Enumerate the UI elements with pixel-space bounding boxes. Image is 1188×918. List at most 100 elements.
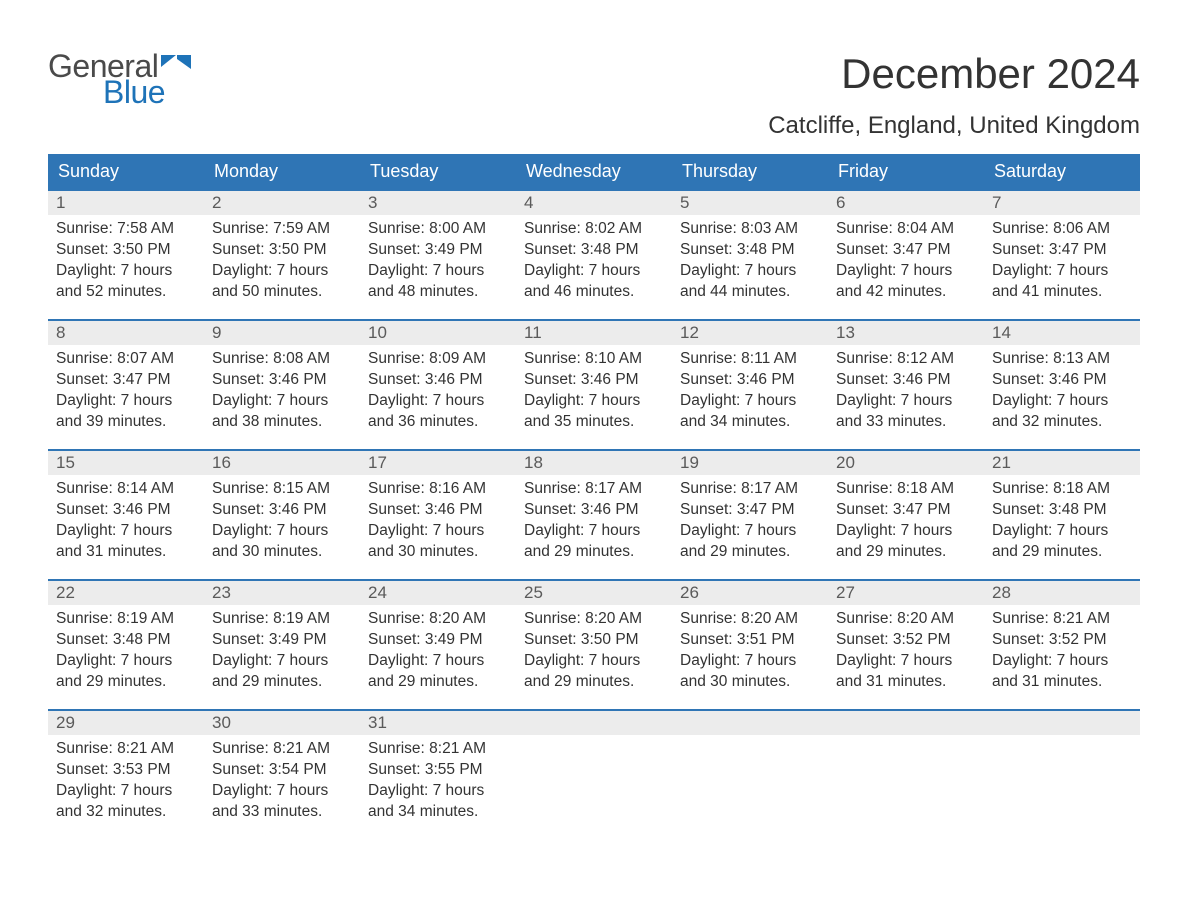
daylight-line-1: Daylight: 7 hours bbox=[368, 781, 508, 802]
page-title: December 2024 bbox=[768, 50, 1140, 98]
sunrise-line: Sunrise: 8:10 AM bbox=[524, 349, 664, 370]
calendar-day: 12Sunrise: 8:11 AMSunset: 3:46 PMDayligh… bbox=[672, 321, 828, 449]
daylight-line-1: Daylight: 7 hours bbox=[680, 261, 820, 282]
sunset-line: Sunset: 3:48 PM bbox=[56, 630, 196, 651]
daylight-line-1: Daylight: 7 hours bbox=[212, 781, 352, 802]
sunset-line: Sunset: 3:53 PM bbox=[56, 760, 196, 781]
weekday-header-row: SundayMondayTuesdayWednesdayThursdayFrid… bbox=[48, 154, 1140, 189]
sunrise-line: Sunrise: 8:18 AM bbox=[992, 479, 1132, 500]
calendar-day: 9Sunrise: 8:08 AMSunset: 3:46 PMDaylight… bbox=[204, 321, 360, 449]
calendar-day: 14 Sunrise: 8:13 AMSunset: 3:46 PMDayligh… bbox=[984, 321, 1140, 449]
sunset-line: Sunset: 3:50 PM bbox=[212, 240, 352, 261]
daylight-line-2: and 50 minutes. bbox=[212, 282, 352, 303]
sunset-line: Sunset: 3:46 PM bbox=[212, 500, 352, 521]
day-body: Sunrise: 8:16 AMSunset: 3:46 PMDaylight:… bbox=[360, 475, 516, 569]
day-body: Sunrise: 7:59 AMSunset: 3:50 PMDaylight:… bbox=[204, 215, 360, 309]
calendar-day: 29 Sunrise: 8:21 AMSunset: 3:53 PMDayligh… bbox=[48, 711, 204, 839]
calendar-day: 11Sunrise: 8:10 AMSunset: 3:46 PMDayligh… bbox=[516, 321, 672, 449]
flag-icon bbox=[161, 55, 191, 75]
sunset-line: Sunset: 3:46 PM bbox=[368, 500, 508, 521]
daylight-line-1: Daylight: 7 hours bbox=[212, 651, 352, 672]
calendar-day: 8Sunrise: 8:07 AMSunset: 3:47 PMDaylight… bbox=[48, 321, 204, 449]
sunset-line: Sunset: 3:49 PM bbox=[212, 630, 352, 651]
weekday-header: Friday bbox=[828, 154, 984, 189]
sunset-line: Sunset: 3:48 PM bbox=[680, 240, 820, 261]
daylight-line-1: Daylight: 7 hours bbox=[56, 781, 196, 802]
day-body: Sunrise: 8:00 AMSunset: 3:49 PMDaylight:… bbox=[360, 215, 516, 309]
daylight-line-2: and 34 minutes. bbox=[680, 412, 820, 433]
daylight-line-2: and 32 minutes. bbox=[56, 802, 196, 823]
day-number: 21 bbox=[992, 453, 1011, 472]
daylight-line-2: and 30 minutes. bbox=[368, 542, 508, 563]
weekday-header: Wednesday bbox=[516, 154, 672, 189]
day-number: 3 bbox=[368, 193, 377, 212]
daylight-line-2: and 52 minutes. bbox=[56, 282, 196, 303]
day-number: 1 bbox=[56, 193, 65, 212]
logo: General Blue bbox=[48, 50, 191, 108]
calendar-week: 29Sunrise: 8:21 AMSunset: 3:53 PMDayligh… bbox=[48, 709, 1140, 839]
day-body: Sunrise: 8:20 AMSunset: 3:52 PMDaylight:… bbox=[828, 605, 984, 699]
daylight-line-1: Daylight: 7 hours bbox=[368, 391, 508, 412]
day-body: Sunrise: 8:04 AMSunset: 3:47 PMDaylight:… bbox=[828, 215, 984, 309]
daylight-line-1: Daylight: 7 hours bbox=[212, 261, 352, 282]
daylight-line-1: Daylight: 7 hours bbox=[836, 651, 976, 672]
calendar-day: 1 Sunrise: 7:58 AMSunset: 3:50 PMDaylight… bbox=[48, 191, 204, 319]
sunrise-line: Sunrise: 8:21 AM bbox=[992, 609, 1132, 630]
sunset-line: Sunset: 3:46 PM bbox=[524, 500, 664, 521]
sunset-line: Sunset: 3:47 PM bbox=[836, 500, 976, 521]
day-body: Sunrise: 7:58 AMSunset: 3:50 PMDaylight:… bbox=[48, 215, 204, 309]
calendar-day: 21Sunrise: 8:18 AMSunset: 3:48 PMDayligh… bbox=[984, 451, 1140, 579]
daylight-line-1: Daylight: 7 hours bbox=[56, 651, 196, 672]
day-body: Sunrise: 8:21 AMSunset: 3:53 PMDaylight:… bbox=[48, 735, 204, 829]
sunset-line: Sunset: 3:50 PM bbox=[56, 240, 196, 261]
calendar-week: 22Sunrise: 8:19 AMSunset: 3:48 PMDayligh… bbox=[48, 579, 1140, 709]
day-body: Sunrise: 8:15 AMSunset: 3:46 PMDaylight:… bbox=[204, 475, 360, 569]
calendar-day: 18Sunrise: 8:17 AMSunset: 3:46 PMDayligh… bbox=[516, 451, 672, 579]
daylight-line-1: Daylight: 7 hours bbox=[368, 651, 508, 672]
daylight-line-2: and 46 minutes. bbox=[524, 282, 664, 303]
day-body: Sunrise: 8:19 AMSunset: 3:48 PMDaylight:… bbox=[48, 605, 204, 699]
day-body: Sunrise: 8:13 AMSunset: 3:46 PMDaylight:… bbox=[984, 345, 1140, 439]
sunset-line: Sunset: 3:46 PM bbox=[212, 370, 352, 391]
calendar-day: 22Sunrise: 8:19 AMSunset: 3:48 PMDayligh… bbox=[48, 581, 204, 709]
weekday-header: Sunday bbox=[48, 154, 204, 189]
sunset-line: Sunset: 3:55 PM bbox=[368, 760, 508, 781]
day-body: Sunrise: 8:21 AMSunset: 3:52 PMDaylight:… bbox=[984, 605, 1140, 699]
calendar-day: 4Sunrise: 8:02 AMSunset: 3:48 PMDaylight… bbox=[516, 191, 672, 319]
sunset-line: Sunset: 3:46 PM bbox=[992, 370, 1132, 391]
day-number: 29 bbox=[56, 713, 75, 732]
calendar-day: 26Sunrise: 8:20 AMSunset: 3:51 PMDayligh… bbox=[672, 581, 828, 709]
sunrise-line: Sunrise: 8:13 AM bbox=[992, 349, 1132, 370]
calendar-day: 3 Sunrise: 8:00 AMSunset: 3:49 PMDaylight… bbox=[360, 191, 516, 319]
daylight-line-1: Daylight: 7 hours bbox=[524, 261, 664, 282]
day-number: 17 bbox=[368, 453, 387, 472]
day-number: 19 bbox=[680, 453, 699, 472]
calendar-day: . bbox=[828, 711, 984, 839]
sunset-line: Sunset: 3:52 PM bbox=[836, 630, 976, 651]
sunset-line: Sunset: 3:46 PM bbox=[56, 500, 196, 521]
sunset-line: Sunset: 3:54 PM bbox=[212, 760, 352, 781]
weekday-header: Monday bbox=[204, 154, 360, 189]
daylight-line-1: Daylight: 7 hours bbox=[836, 391, 976, 412]
calendar-day: 10Sunrise: 8:09 AMSunset: 3:46 PMDayligh… bbox=[360, 321, 516, 449]
daylight-line-2: and 29 minutes. bbox=[368, 672, 508, 693]
sunrise-line: Sunrise: 8:21 AM bbox=[212, 739, 352, 760]
daylight-line-2: and 31 minutes. bbox=[836, 672, 976, 693]
sunset-line: Sunset: 3:47 PM bbox=[992, 240, 1132, 261]
logo-text-blue: Blue bbox=[103, 76, 191, 108]
day-number: 25 bbox=[524, 583, 543, 602]
sunrise-line: Sunrise: 8:04 AM bbox=[836, 219, 976, 240]
calendar: SundayMondayTuesdayWednesdayThursdayFrid… bbox=[48, 154, 1140, 839]
day-number: 14 bbox=[992, 323, 1011, 342]
daylight-line-2: and 42 minutes. bbox=[836, 282, 976, 303]
daylight-line-2: and 41 minutes. bbox=[992, 282, 1132, 303]
sunset-line: Sunset: 3:48 PM bbox=[992, 500, 1132, 521]
day-body: Sunrise: 8:14 AMSunset: 3:46 PMDaylight:… bbox=[48, 475, 204, 569]
daylight-line-2: and 32 minutes. bbox=[992, 412, 1132, 433]
sunrise-line: Sunrise: 8:21 AM bbox=[56, 739, 196, 760]
sunset-line: Sunset: 3:49 PM bbox=[368, 630, 508, 651]
day-body: Sunrise: 8:21 AMSunset: 3:55 PMDaylight:… bbox=[360, 735, 516, 829]
daylight-line-1: Daylight: 7 hours bbox=[992, 651, 1132, 672]
sunrise-line: Sunrise: 8:14 AM bbox=[56, 479, 196, 500]
calendar-day: 25Sunrise: 8:20 AMSunset: 3:50 PMDayligh… bbox=[516, 581, 672, 709]
